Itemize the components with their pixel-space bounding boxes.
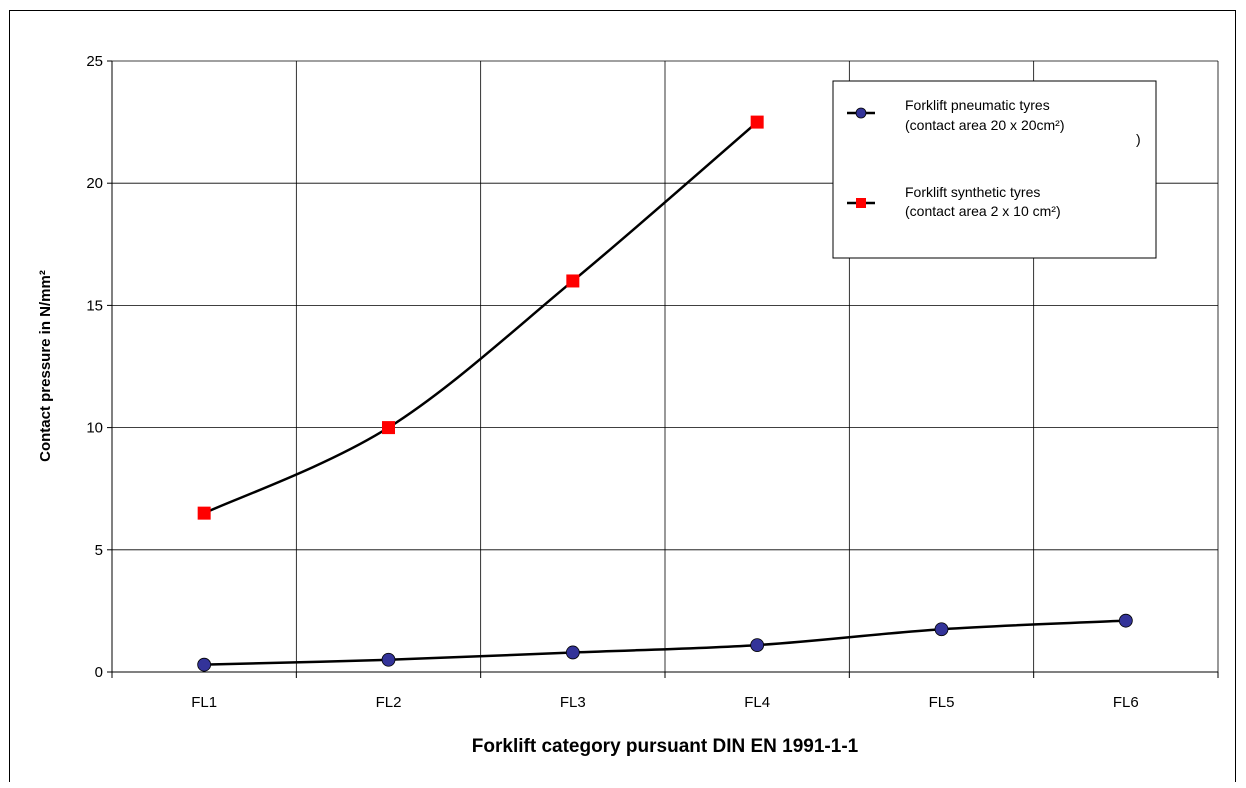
legend-marker-pneumatic bbox=[855, 107, 867, 119]
data-point-series-1 bbox=[197, 506, 211, 520]
axes bbox=[107, 60, 1219, 678]
chart-frame bbox=[9, 10, 1236, 782]
legend-label-pneumatic-line1: Forklift pneumatic tyres bbox=[905, 97, 1050, 113]
legend-stray-mark: ) bbox=[1136, 131, 1141, 147]
legend-label-synthetic-line1: Forklift synthetic tyres bbox=[905, 184, 1040, 200]
x-tick-label: FL6 bbox=[1113, 694, 1139, 711]
x-tick-label: FL5 bbox=[929, 694, 955, 711]
data-point-series-0 bbox=[1118, 613, 1133, 628]
x-tick-label: FL3 bbox=[560, 694, 586, 711]
data-point-series-1 bbox=[566, 274, 580, 288]
y-tick-label: 15 bbox=[86, 297, 103, 314]
series-line-1 bbox=[203, 121, 758, 515]
legend: Forklift pneumatic tyres (contact area 2… bbox=[832, 80, 1157, 259]
y-tick-label: 25 bbox=[86, 53, 103, 70]
legend-label-pneumatic-line2: (contact area 20 x 20cm²) bbox=[905, 117, 1065, 133]
y-tick-label: 20 bbox=[86, 175, 103, 192]
data-point-series-0 bbox=[934, 622, 949, 637]
x-tick-label: FL2 bbox=[376, 694, 402, 711]
y-axis-title: Contact pressure in N/mm² bbox=[37, 270, 54, 462]
y-tick-label: 5 bbox=[95, 542, 103, 559]
data-point-series-0 bbox=[565, 645, 580, 660]
y-tick-label: 10 bbox=[86, 420, 103, 437]
x-axis-title: Forklift category pursuant DIN EN 1991-1… bbox=[472, 736, 859, 757]
data-point-series-0 bbox=[197, 657, 212, 672]
x-tick-label: FL1 bbox=[191, 694, 217, 711]
legend-marker-synthetic bbox=[856, 198, 866, 208]
legend-label-synthetic-line2: (contact area 2 x 10 cm²) bbox=[905, 203, 1061, 219]
tick-labels: 0 5 10 15 20 25 FL1 FL2 FL3 FL4 FL5 FL6 bbox=[86, 53, 1138, 711]
y-tick-label: 0 bbox=[95, 664, 103, 681]
series-line-0 bbox=[204, 619, 1126, 666]
legend-box bbox=[832, 80, 1157, 259]
data-point-series-1 bbox=[382, 421, 395, 435]
series-layer bbox=[197, 115, 1133, 672]
x-tick-label: FL4 bbox=[744, 694, 770, 711]
data-point-series-0 bbox=[750, 638, 765, 653]
data-point-series-1 bbox=[750, 115, 764, 129]
data-point-series-0 bbox=[381, 652, 396, 667]
